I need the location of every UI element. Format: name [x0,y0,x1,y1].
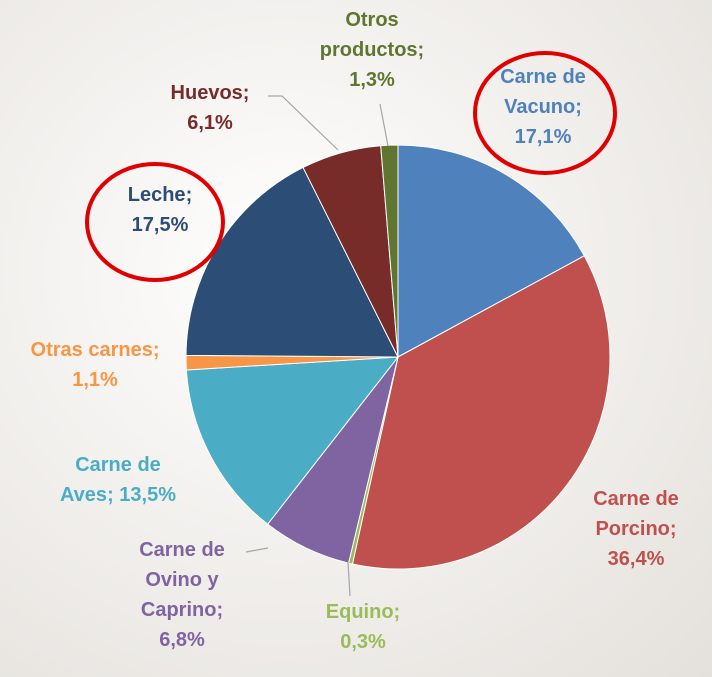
value-label: 17,1% [483,122,603,152]
category-name: Carne de Vacuno [500,66,586,118]
category-name: Carne de Ovino y Caprino [139,539,225,621]
data-label: Leche; 17,5% [105,180,215,240]
category-name: Carne de Porcino [593,488,679,540]
data-label: Carne de Porcino; 36,4% [576,484,696,574]
value-label: 6,8% [122,625,242,655]
value-label: 1,3% [312,65,432,95]
chart: Carne de Vacuno; 17,1% Carne de Porcino; … [0,0,712,677]
data-label: Carne de Aves; 13,5% [52,450,184,510]
label-separator: ; [394,601,401,623]
leader-line [246,548,268,552]
value-label: 36,4% [576,544,696,574]
category-name: Leche [128,184,186,206]
label-separator: ; [216,599,223,621]
category-name: Otros productos [320,9,418,61]
leader-line [268,96,338,150]
value-label: 17,5% [105,210,215,240]
label-separator: ; [153,339,160,361]
category-name: Otras carnes [31,339,153,361]
value-label: 6,1% [155,108,265,138]
category-name: Huevos [171,82,243,104]
category-name: Equino [326,601,394,623]
value-label: 13,5% [119,484,176,506]
label-separator: ; [670,518,677,540]
data-label: Carne de Vacuno; 17,1% [483,62,603,152]
value-label: 0,3% [308,627,418,657]
data-label: Equino; 0,3% [308,597,418,657]
label-separator: ; [418,39,425,61]
label-separator: ; [186,184,193,206]
data-label: Otros productos; 1,3% [312,5,432,95]
value-label: 1,1% [72,369,118,391]
leader-line [348,562,350,596]
leader-line [380,104,388,146]
data-label: Huevos; 6,1% [155,78,265,138]
data-label: Otras carnes; 1,1% [25,335,165,395]
label-separator: ; [107,484,114,506]
label-separator: ; [243,82,250,104]
data-label: Carne de Ovino y Caprino; 6,8% [122,535,242,655]
label-separator: ; [575,96,582,118]
